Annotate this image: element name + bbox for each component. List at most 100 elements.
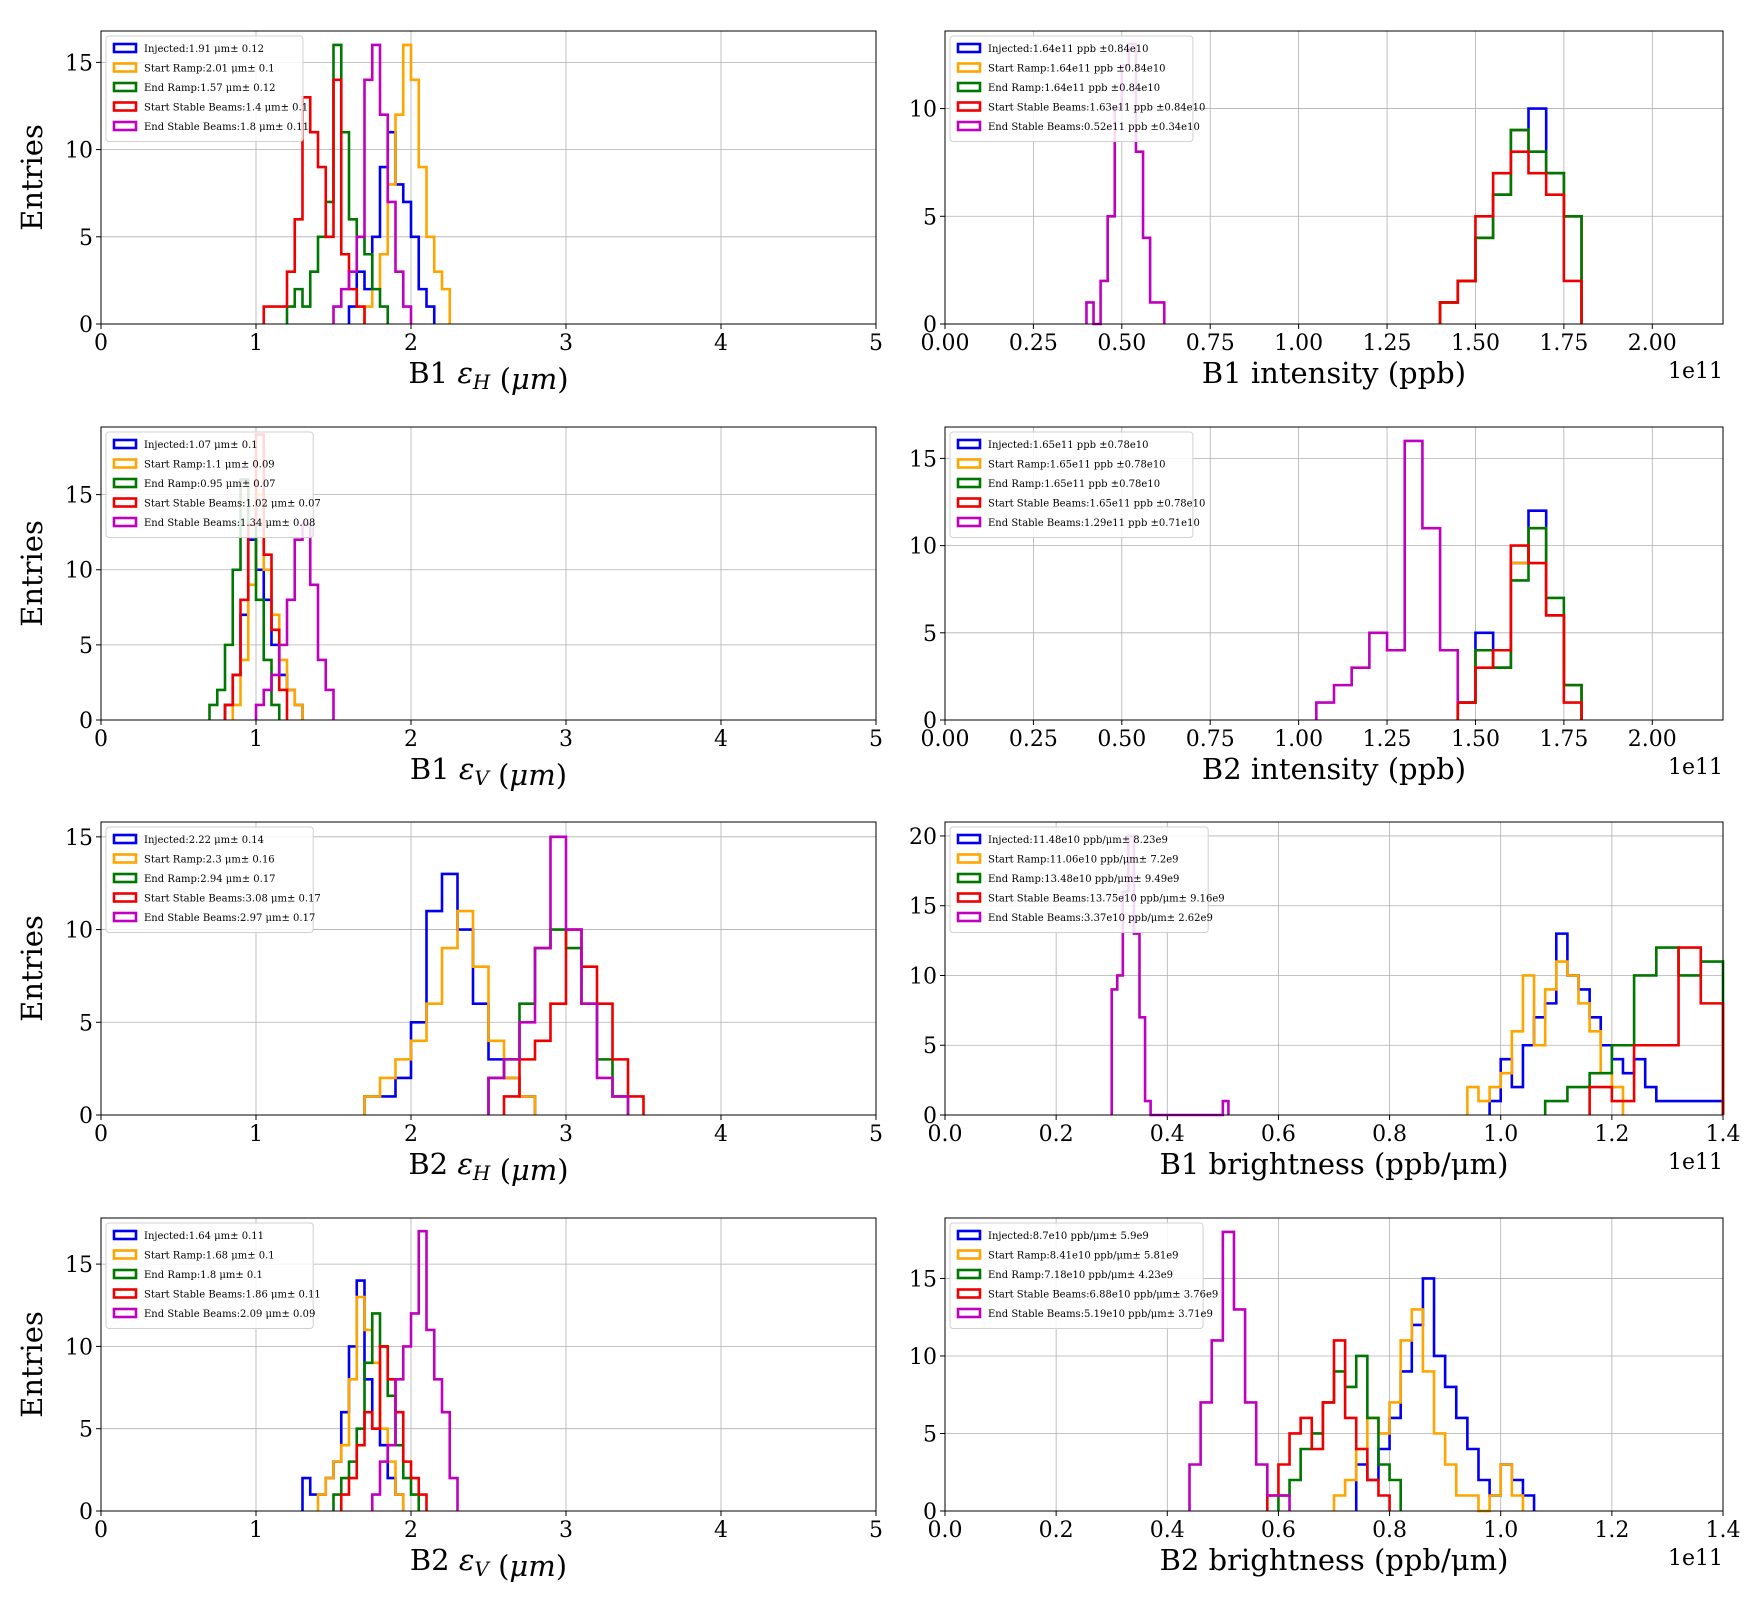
legend-swatch [956,42,982,54]
legend-label: Start Stable Beams:6.88e10 ppb/μm± 3.76e… [988,1290,1218,1301]
histogram-series-5 [332,43,413,324]
y-tick-label: 10 [65,559,93,584]
legend: Injected:11.48e10 ppb/μm± 8.23e9 Start Ra… [949,826,1225,933]
axes-frame [944,30,1724,325]
legend-swatch [956,1288,982,1299]
legend: Injected:1.91 μm± 0.12 Start Ramp:2.01 μm… [105,35,309,142]
x-tick-label: 0.75 [1186,727,1235,752]
y-tick-label: 15 [65,484,93,509]
legend-label: Start Ramp:1.1 μm± 0.09 [144,460,275,471]
x-tick-label: 1 [249,331,263,356]
legend: Injected:1.64e11 ppb ±0.84e10 Start Ramp:… [949,35,1205,142]
x-axis-label: B1 intensity (ppb) [1202,356,1466,390]
x-tick-label: 0.0 [928,1122,963,1147]
legend-label: End Ramp:1.64e11 ppb ±0.84e10 [988,83,1160,94]
y-tick-label: 10 [65,919,93,944]
legend-swatch [112,911,138,923]
legend-swatch [956,1268,982,1280]
legend-swatch [112,81,138,93]
legend-label: End Stable Beams:1.34 μm± 0.08 [144,518,315,529]
legend-swatch [956,911,982,923]
x-tick-label: 0.4 [1150,1122,1185,1147]
axes-frame [944,821,1724,1116]
axes-frame [100,30,877,325]
legend-swatch [956,516,982,528]
legend-swatch [112,1249,138,1260]
legend-label: Start Stable Beams:13.75e10 ppb/μm± 9.16… [988,894,1225,905]
panel-8: 0.0 0.2 0.4 0.6 0.8 1.0 1.2 1.4 0 5 10 15 B2 brightn… [909,1217,1741,1577]
x-tick-label: 3 [559,331,573,356]
x-tick-label: 1.0 [1483,1518,1518,1543]
legend-swatch [112,1288,138,1299]
panel-6: 0.0 0.2 0.4 0.6 0.8 1.0 1.2 1.4 0 5 10 15 20 B1 brigh… [909,821,1741,1181]
legend: Injected:1.64 μm± 0.11 Start Ramp:1.68 μm… [105,1222,321,1329]
panel-5: 0 1 2 3 4 5 0 5 10 15 B2 εH (μm) Entries Injected:2.… [15,821,883,1187]
y-tick-label: 5 [923,1034,937,1059]
y-tick-label: 0 [923,1104,937,1129]
legend-box [105,35,304,142]
legend-label: Start Ramp:1.64e11 ppb ±0.84e10 [988,64,1166,75]
x-tick-label: 0.2 [1039,1122,1074,1147]
y-tick-label: 5 [923,622,937,647]
x-tick-label: 4 [714,1518,728,1543]
y-axis-label: Entries [15,124,49,231]
x-tick-label: 4 [714,1122,728,1147]
x-tick-label: 1.25 [1363,331,1412,356]
legend-box [949,826,1209,933]
legend-box [105,826,314,933]
x-tick-label: 1.75 [1539,727,1588,752]
legend-label: End Stable Beams:3.37e10 ppb/μm± 2.62e9 [988,913,1213,924]
legend-box [949,35,1194,142]
x-axis-label: B2 εV (μm) [410,1543,567,1583]
x-tick-label: 1.50 [1451,331,1500,356]
axes-frame [100,426,877,721]
legend-label: End Ramp:1.65e11 ppb ±0.78e10 [988,479,1160,490]
y-tick-label: 0 [79,709,93,734]
legend-label: End Ramp:7.18e10 ppb/μm± 4.23e9 [988,1270,1173,1281]
legend-swatch [112,892,138,903]
x-tick-label: 1.0 [1483,1122,1518,1147]
histogram-series-2 [1332,1308,1525,1513]
y-tick-label: 15 [909,1267,937,1292]
legend-swatch [112,872,138,884]
legend-label: Start Stable Beams:1.4 μm± 0.1 [144,103,308,114]
y-tick-label: 5 [79,226,93,251]
legend-box [949,1222,1204,1329]
x-tick-label: 4 [714,727,728,752]
legend-swatch [956,438,982,450]
x-tick-label: 5 [869,1122,883,1147]
axes-frame [944,426,1724,721]
x-tick-label: 0.00 [921,727,970,752]
x-tick-label: 2 [404,331,418,356]
legend-swatch [112,101,138,112]
histogram-series-4 [339,1345,428,1511]
x-tick-label: 4 [714,331,728,356]
x-tick-label: 3 [559,1518,573,1543]
panel-7: 0 1 2 3 4 5 0 5 10 15 B2 εV (μm) Entries Injected:1.… [15,1217,883,1583]
legend-swatch [112,62,138,73]
x-tick-label: 3 [559,1122,573,1147]
x-axis-label: B1 brightness (ppb/μm) [1160,1147,1509,1181]
y-tick-label: 15 [65,826,93,851]
legend-swatch [112,438,138,450]
histogram-series-4 [1456,544,1583,720]
x-tick-label: 0.8 [1372,1122,1407,1147]
legend: Injected:2.22 μm± 0.14 Start Ramp:2.3 μm±… [105,826,321,933]
x-tick-label: 1.00 [1274,727,1323,752]
histogram-series-1 [347,130,436,324]
x-tick-label: 0.00 [921,331,970,356]
histogram-series-4 [1438,150,1583,324]
x-tick-label: 0.2 [1039,1518,1074,1543]
y-tick-label: 15 [909,447,937,472]
x-tick-label: 1.00 [1274,331,1323,356]
legend-swatch [112,458,138,469]
x-axis-label: B1 εH (μm) [408,356,568,396]
y-tick-label: 15 [65,1253,93,1278]
legend-swatch [956,833,982,845]
legend-label: Injected:11.48e10 ppb/μm± 8.23e9 [988,835,1168,846]
x-tick-label: 1.50 [1451,727,1500,752]
legend: Injected:1.07 μm± 0.1 Start Ramp:1.1 μm± … [105,431,321,538]
y-axis-label: Entries [15,1311,49,1418]
x-tick-label: 0.25 [1009,331,1058,356]
panel-1: 0 1 2 3 4 5 0 5 10 15 B1 εH (μm) Entries Injected:1.… [15,30,883,396]
